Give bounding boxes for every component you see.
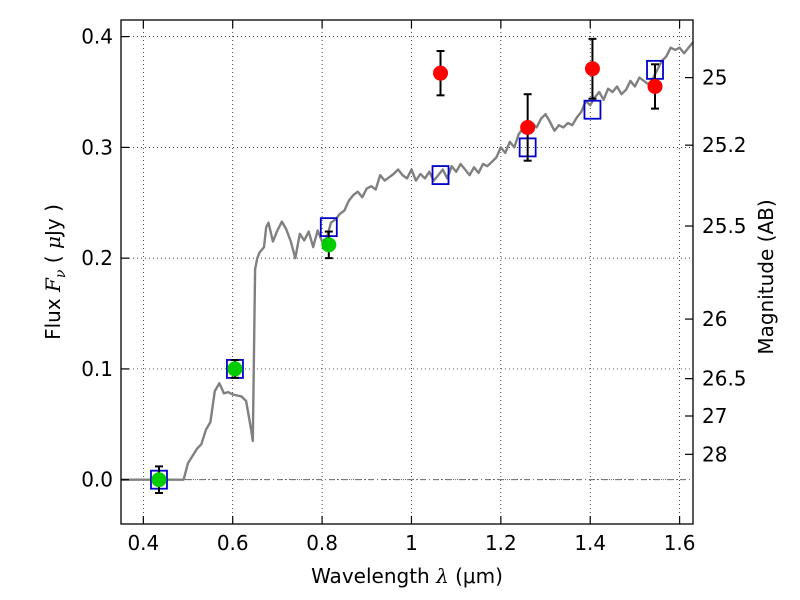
y2-tick-label: 27: [702, 404, 727, 428]
y-tick-label: 0.4: [81, 25, 113, 49]
y2-tick-label: 28: [702, 442, 727, 466]
plot-area: [121, 37, 694, 494]
y-tick-label: 0.3: [81, 135, 113, 159]
model-photometry-square: [431, 165, 450, 185]
x-tick-label: 0.8: [306, 531, 338, 555]
y2-axis-label: Magnitude (AB): [754, 199, 778, 354]
observed-flux-point: [151, 472, 167, 488]
observed-flux-point: [584, 61, 600, 77]
x-tick-label: 1.2: [485, 531, 517, 555]
y-tick-label: 0.1: [81, 357, 113, 381]
x-tick-label: 0.6: [217, 531, 249, 555]
y-tick-label: 0.2: [81, 246, 113, 270]
y2-tick-label: 25: [702, 66, 727, 90]
x-tick-label: 0.4: [127, 531, 159, 555]
y2-tick-label: 26: [702, 307, 727, 331]
y-tick-label: 0.0: [81, 468, 113, 492]
observed-flux-point: [321, 237, 337, 253]
y-axis-label: Flux Fν ( μJy ): [41, 204, 69, 340]
model-photometry-square: [583, 99, 602, 120]
plot-background: [121, 20, 693, 524]
x-axis-label: Wavelength λ (μm): [311, 564, 503, 588]
observed-flux-point: [433, 65, 449, 81]
y2-tick-label: 25.2: [702, 133, 747, 157]
x-tick-label: 1.4: [574, 531, 606, 555]
observed-flux-point: [520, 119, 536, 135]
y2-tick-label: 26.5: [702, 367, 747, 391]
tick-labels: 0.4 0.6 0.8 1 1.2 1.4 1.6 0.0 0.1 0.2 0.3 0.4 25 25.2…: [81, 25, 746, 555]
y2-tick-label: 25.5: [702, 214, 747, 238]
x-tick-label: 1.6: [664, 531, 696, 555]
observed-flux-point: [647, 78, 663, 94]
x-tick-label: 1: [405, 531, 418, 555]
model-spectrum-line: [121, 41, 694, 481]
tick-marks: [121, 20, 693, 524]
observed-flux-point: [227, 361, 243, 377]
plot-frame: [120, 19, 694, 525]
